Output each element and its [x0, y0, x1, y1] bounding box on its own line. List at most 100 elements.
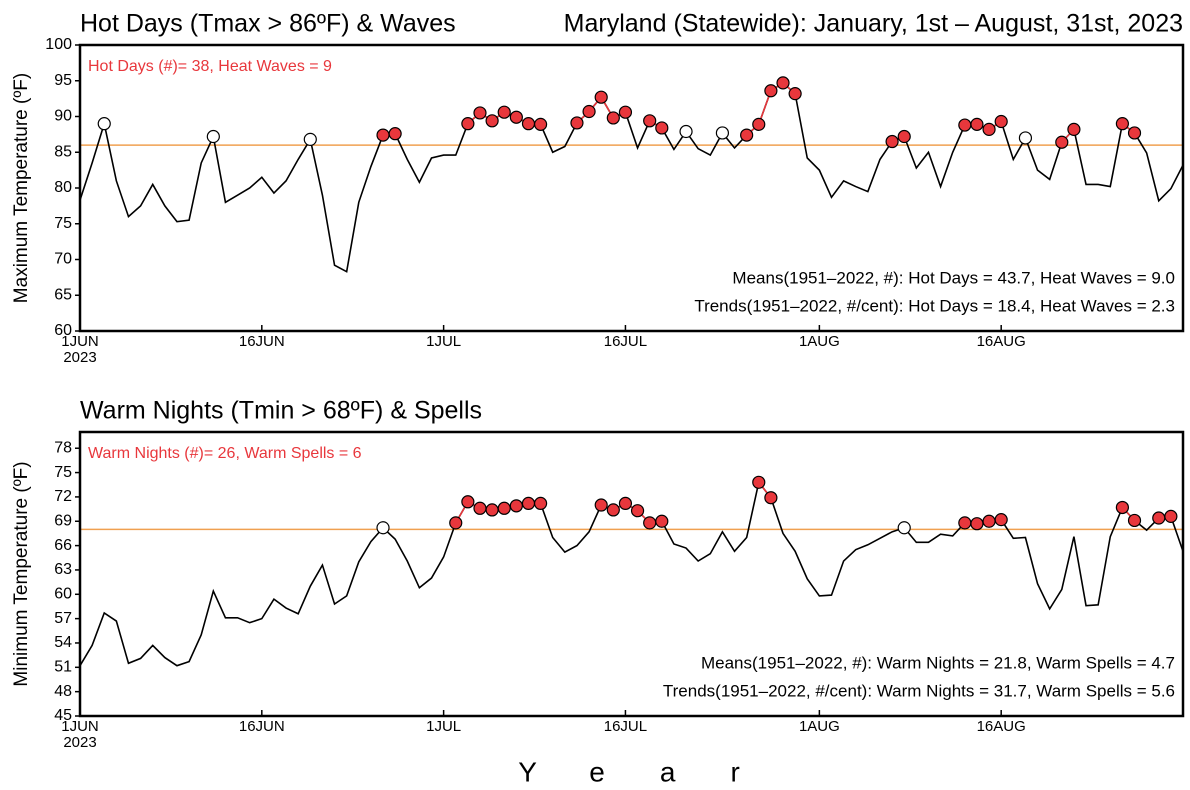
count-annotation: Hot Days (#)= 38, Heat Waves = 9: [88, 58, 332, 75]
x-tick-label: 16AUG: [977, 718, 1026, 735]
wave-day-marker: [970, 117, 984, 131]
wave-day-marker: [485, 503, 499, 517]
y-tick-label: 70: [54, 251, 72, 268]
wave-day-marker: [982, 514, 996, 528]
x-year-label: 2023: [63, 349, 96, 366]
plot-frame: [78, 430, 1185, 718]
y-tick-label: 95: [54, 72, 72, 89]
y-tick-label: 75: [54, 464, 72, 481]
y-tick-label: 60: [54, 322, 72, 339]
stats-note: Trends(1951–2022, #/cent): Hot Days = 18…: [694, 296, 1175, 315]
single-day-marker: [715, 126, 730, 140]
wave-day-marker: [521, 117, 536, 131]
wave-day-marker: [994, 513, 1008, 527]
plot-frame: [78, 43, 1185, 333]
wave-day-marker: [606, 111, 620, 125]
single-day-marker: [1018, 131, 1033, 145]
wave-day-marker: [630, 504, 645, 518]
y-tick-label: 90: [54, 108, 72, 125]
single-day-marker: [376, 521, 390, 535]
wave-day-marker: [618, 496, 633, 511]
wave-day-marker: [897, 129, 911, 144]
wave-day-marker: [885, 134, 899, 149]
x-tick-label: 1JUN: [61, 718, 99, 735]
wave-day-marker: [776, 76, 790, 90]
single-day-marker: [679, 124, 693, 139]
single-day-marker: [206, 129, 220, 144]
x-tick-label: 16JUL: [604, 718, 647, 735]
y-tick-label: 45: [54, 707, 72, 724]
wave-day-marker: [533, 496, 548, 511]
wave-day-marker: [485, 114, 499, 128]
chart-subtitle: Maryland (Statewide): January, 1st – Aug…: [564, 10, 1183, 38]
stats-note: Means(1951–2022, #): Warm Nights = 21.8,…: [701, 653, 1175, 672]
x-year-label: 2023: [63, 734, 96, 751]
y-tick-label: 75: [54, 215, 72, 232]
count-annotation: Warm Nights (#)= 26, Warm Spells = 6: [88, 445, 362, 462]
wave-day-marker: [643, 114, 657, 128]
wave-day-marker: [994, 114, 1008, 129]
wave-day-marker: [533, 117, 548, 131]
wave-day-marker: [752, 475, 766, 489]
wave-day-marker: [752, 117, 766, 131]
x-tick-label: 1AUG: [799, 333, 840, 350]
stats-note: Trends(1951–2022, #/cent): Warm Nights =…: [663, 681, 1175, 700]
y-tick-label: 60: [54, 586, 72, 603]
wave-day-marker: [461, 117, 475, 131]
y-tick-label: 65: [54, 286, 72, 303]
single-day-marker: [897, 521, 911, 535]
single-day-marker: [97, 117, 111, 131]
wave-day-marker: [521, 496, 536, 511]
wave-day-marker: [473, 501, 487, 515]
x-axis-label: Year: [518, 756, 795, 787]
x-tick-label: 1AUG: [799, 718, 840, 735]
y-tick-label: 100: [45, 36, 72, 53]
wave-day-marker: [1164, 509, 1178, 523]
wave-day-marker: [764, 84, 778, 98]
x-tick-label: 1JUL: [426, 333, 461, 350]
wave-day-marker: [449, 516, 463, 530]
y-tick-label: 48: [54, 683, 72, 700]
wave-day-marker: [582, 104, 596, 119]
wave-day-marker: [606, 503, 620, 517]
x-tick-label: 16JUN: [239, 333, 285, 350]
chart-title: Warm Nights (Tmin > 68ºF) & Spells: [80, 397, 482, 425]
x-tick-label: 16AUG: [977, 333, 1026, 350]
y-tick-label: 51: [54, 659, 72, 676]
y-tick-label: 57: [54, 610, 72, 627]
wave-day-marker: [982, 122, 996, 136]
stats-note: Means(1951–2022, #): Hot Days = 43.7, He…: [732, 268, 1175, 287]
y-tick-label: 85: [54, 143, 72, 160]
x-tick-label: 16JUN: [239, 718, 285, 735]
wave-day-marker: [570, 116, 584, 130]
wave-day-marker: [740, 128, 754, 142]
wave-day-marker: [594, 498, 608, 512]
wave-day-marker: [764, 491, 778, 505]
wave-day-marker: [958, 516, 972, 530]
wave-day-marker: [376, 128, 390, 142]
y-tick-label: 66: [54, 537, 72, 554]
wave-day-marker: [788, 87, 802, 101]
chart-title: Hot Days (Tmax > 86ºF) & Waves: [80, 10, 456, 38]
wave-day-marker: [461, 495, 475, 509]
wave-day-marker: [655, 121, 669, 135]
y-tick-label: 63: [54, 561, 72, 578]
wave-day-marker: [1127, 513, 1142, 528]
wave-day-marker: [1115, 117, 1129, 131]
y-tick-label: 80: [54, 179, 72, 196]
y-tick-label: 69: [54, 512, 72, 529]
y-axis-label: Maximum Temperature (ºF): [11, 73, 32, 303]
wave-day-marker: [594, 90, 608, 104]
y-tick-label: 78: [54, 439, 72, 456]
x-tick-label: 1JUL: [426, 718, 461, 735]
wave-day-marker: [1055, 135, 1069, 149]
wave-day-marker: [1127, 126, 1142, 140]
wave-day-marker: [655, 514, 669, 528]
wave-day-marker: [509, 110, 523, 124]
wave-day-marker: [473, 106, 487, 120]
y-tick-label: 72: [54, 488, 72, 505]
wave-day-marker: [497, 105, 511, 119]
x-tick-label: 1JUN: [61, 333, 99, 350]
